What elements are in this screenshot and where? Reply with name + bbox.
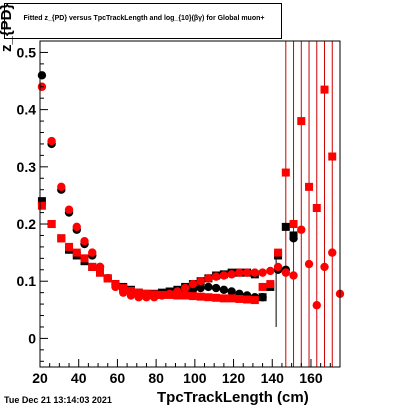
y-tick-label-3: 0.3 (17, 159, 37, 175)
data-point-s3-17 (173, 291, 182, 300)
data-point-s2-19 (188, 279, 198, 289)
data-point-s3-14 (150, 290, 159, 299)
data-point-s2-2 (57, 182, 66, 192)
timestamp: Tue Dec 21 13:14:03 2021 (4, 395, 112, 405)
data-point-s3-22 (212, 293, 221, 302)
data-point-s3-28 (258, 282, 267, 291)
axes-group: 20 40 60 80 100 120 140 160 0 0.1 0.2 0.3 0.4 0.5 (17, 40, 341, 386)
y-tick-label-0: 0 (28, 330, 36, 346)
data-point-s1-31 (281, 222, 290, 231)
data-point-s1-32 (289, 231, 298, 240)
plot-frame (39, 40, 341, 368)
data-point-s3-13 (142, 289, 151, 298)
data-point-s3-9 (111, 280, 120, 289)
data-point-s3-25 (235, 294, 244, 303)
data-point-s3-31 (281, 168, 290, 177)
data-point-s3-1 (47, 220, 56, 229)
data-point-s3-20 (196, 292, 205, 301)
data-point-s3-35 (312, 204, 321, 213)
data-point-s3-4 (72, 248, 81, 257)
data-point-s3-15 (157, 290, 166, 299)
chart-title: Fitted z_{PD} versus TpcTrackLength and … (23, 15, 265, 22)
chart-title-box: Fitted z_{PD} versus TpcTrackLength and … (4, 3, 282, 39)
data-point-s3-34 (305, 182, 314, 191)
data-point-s2-25 (235, 268, 244, 277)
y-axis-label: z_{PD} (0, 3, 15, 52)
data-point-s3-10 (119, 284, 128, 293)
data-point-s3-27 (250, 296, 259, 305)
data-point-s1-28 (258, 293, 267, 302)
data-point-s3-36 (320, 85, 329, 94)
data-point-s3-3 (65, 242, 74, 251)
x-tick-label-6: 140 (261, 370, 285, 386)
data-point-s3-32 (289, 220, 298, 229)
data-point-s2-33 (297, 225, 306, 234)
data-point-s2-24 (227, 270, 236, 279)
x-tick-label-4: 100 (183, 370, 207, 386)
data-point-s2-27 (250, 268, 260, 277)
y-tick-label-4: 0.4 (17, 102, 37, 118)
data-point-s2-23 (219, 271, 229, 280)
data-point-s3-18 (181, 291, 190, 300)
data-point-s2-29 (266, 266, 275, 276)
data-point-s3-7 (96, 268, 104, 277)
data-point-s3-2 (57, 234, 66, 243)
y-tick-label-1: 0.1 (17, 273, 37, 289)
data-point-s3-33 (297, 117, 306, 126)
data-point-s3-12 (134, 288, 143, 297)
data-point-s3-0 (37, 201, 46, 210)
x-tick-label-1: 40 (71, 370, 87, 386)
data-point-s3-23 (219, 294, 228, 303)
data-point-s0-24 (227, 287, 236, 296)
data-point-s2-34 (304, 259, 314, 269)
data-point-s3-8 (103, 274, 112, 283)
data-point-s2-30 (273, 262, 283, 272)
data-point-s3-26 (243, 295, 252, 304)
data-point-s2-18 (180, 283, 190, 293)
data-point-s3-19 (188, 292, 197, 301)
data-point-s2-22 (211, 272, 221, 281)
data-point-s0-22 (211, 283, 221, 293)
data-point-s2-5 (80, 236, 89, 246)
data-point-s2-35 (312, 301, 321, 310)
x-tick-label-5: 120 (222, 370, 246, 386)
data-point-s2-32 (289, 271, 298, 280)
x-axis-label: TpcTrackLength (cm) (157, 389, 309, 406)
data-point-s2-1 (47, 136, 56, 146)
data-point-s3-16 (165, 290, 174, 299)
data-point-s2-6 (88, 248, 97, 257)
x-tick-label-2: 60 (110, 370, 126, 386)
data-point-s0-21 (204, 282, 213, 292)
data-point-s3-29 (266, 280, 275, 289)
data-point-s2-36 (320, 262, 329, 272)
data-point-s2-4 (72, 222, 81, 232)
data-point-s3-30 (274, 248, 283, 257)
x-tick-label-7: 160 (299, 370, 323, 386)
data-point-s2-20 (196, 277, 205, 286)
data-point-s3-5 (80, 254, 89, 263)
data-point-s0-23 (219, 285, 229, 294)
data-point-s2-28 (258, 268, 267, 277)
x-tick-label-0: 20 (32, 370, 48, 386)
data-point-s3-11 (126, 286, 135, 295)
data-point-s2-31 (281, 268, 291, 277)
data-point-s2-21 (204, 274, 213, 283)
y-tick-label-2: 0.2 (17, 216, 37, 232)
data-point-s3-21 (204, 293, 213, 302)
vertical-line-group (275, 41, 341, 367)
data-point-group (37, 71, 345, 310)
data-point-s2-3 (64, 205, 74, 214)
data-point-s3-6 (88, 262, 97, 271)
data-point-s2-37 (328, 248, 337, 257)
x-tick-label-3: 80 (148, 370, 164, 386)
data-point-s2-26 (242, 268, 252, 277)
data-point-s3-24 (227, 294, 236, 303)
y-tick-label-5: 0.5 (17, 44, 37, 60)
data-point-s0-20 (196, 283, 205, 293)
data-point-s3-37 (328, 152, 337, 161)
